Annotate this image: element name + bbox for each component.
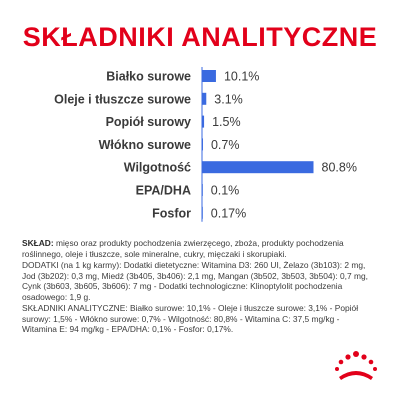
category-label: Wilgotność — [124, 161, 191, 175]
category-label: Fosfor — [152, 206, 191, 220]
bar — [202, 115, 205, 128]
value-label: 3.1% — [214, 92, 243, 106]
composition-block: SKŁAD: mięso oraz produkty pochodzenia z… — [22, 238, 368, 336]
bar — [202, 206, 203, 219]
category-label: Włókno surowe — [99, 138, 191, 152]
composition-paragraph: SKŁAD: mięso oraz produkty pochodzenia z… — [22, 238, 368, 259]
category-label: Białko surowe — [106, 70, 191, 84]
bar — [202, 184, 203, 196]
bar — [202, 138, 203, 151]
category-label: Popiół surowy — [106, 115, 191, 129]
value-label: 0.17% — [211, 206, 246, 220]
value-label: 0.7% — [211, 138, 240, 152]
crown-logo-icon — [335, 351, 377, 380]
value-label: 0.1% — [211, 184, 240, 198]
value-label: 1.5% — [212, 115, 241, 129]
analytical-paragraph: SKŁADNIKI ANALITYCZNE: Białko surowe: 10… — [22, 303, 359, 334]
composition-text: mięso oraz produkty pochodzenia zwierzęc… — [22, 238, 344, 259]
category-label: EPA/DHA — [136, 184, 191, 198]
bar — [202, 92, 207, 105]
value-label: 80.8% — [322, 161, 357, 175]
composition-label: SKŁAD: — [22, 238, 54, 248]
category-label: Oleje i tłuszcze surowe — [54, 92, 191, 106]
bar — [202, 70, 216, 82]
additives-paragraph: DODATKI (na 1 kg karmy): Dodatki dietety… — [22, 260, 368, 302]
value-label: 10.1% — [224, 70, 259, 84]
chart-title: SKŁADNIKI ANALITYCZNE — [22, 22, 378, 52]
nutrient-bar-chart: Białko surowe 10.1% Oleje i tłuszcze surow… — [54, 67, 357, 222]
bar — [202, 161, 314, 174]
